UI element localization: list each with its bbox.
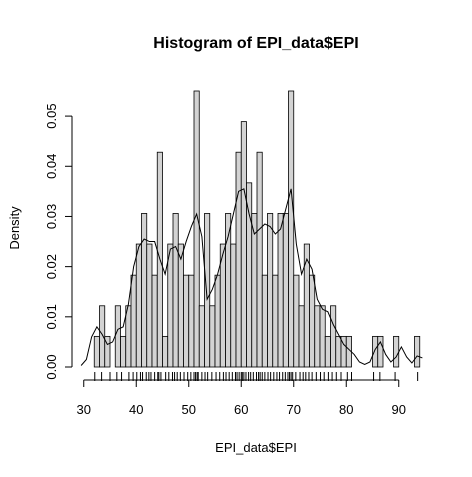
y-tick-label: 0.01 (44, 304, 59, 329)
x-tick-label: 80 (339, 402, 353, 417)
histogram-bar (288, 90, 295, 368)
histogram-bar (172, 213, 179, 368)
histogram-bar (282, 213, 289, 368)
x-axis: 30 40 50 60 70 80 90 (77, 379, 406, 417)
histogram-bar (314, 305, 321, 368)
y-axis-label: Density (7, 206, 22, 250)
histogram-bar (298, 305, 305, 368)
y-tick-label: 0.04 (44, 154, 59, 179)
histogram-bar (183, 274, 190, 368)
density-curve (80, 188, 423, 366)
histogram-bars (93, 90, 421, 368)
histogram-bar (162, 335, 169, 368)
histogram-bar (177, 243, 184, 368)
histogram-bar (251, 213, 258, 368)
x-tick-label: 30 (77, 402, 91, 417)
histogram-bar (193, 90, 200, 368)
histogram-bar (204, 213, 211, 368)
chart-title: Histogram of EPI_data$EPI (153, 35, 358, 52)
histogram-bar (309, 274, 316, 368)
histogram-bar (188, 274, 195, 368)
histogram-bar (293, 274, 300, 368)
histogram-bar (198, 305, 205, 368)
histogram-bar (135, 243, 142, 368)
histogram-bar (93, 335, 100, 368)
histogram-bar (130, 274, 137, 368)
histogram-bar (151, 274, 158, 368)
histogram-bar (120, 335, 127, 368)
y-tick-label: 0.05 (44, 103, 59, 128)
histogram-bar (125, 305, 132, 368)
x-tick-label: 70 (287, 402, 301, 417)
histogram-bar (214, 274, 221, 368)
density-curve-group (80, 188, 423, 366)
y-axis: 0.00 0.01 0.02 0.03 0.04 0.05 (44, 103, 73, 380)
histogram-bar (261, 274, 268, 368)
histogram-bar (272, 274, 279, 368)
histogram-bar (267, 213, 274, 368)
histogram-bar (414, 335, 421, 368)
x-tick-label: 60 (234, 402, 248, 417)
histogram-bar (372, 335, 379, 368)
histogram-bar (141, 213, 148, 368)
y-tick-label: 0.00 (44, 354, 59, 379)
histogram-bar (377, 335, 384, 368)
histogram-bar (330, 305, 337, 368)
histogram-bar (99, 305, 106, 368)
histogram-bar (146, 243, 153, 368)
x-axis-label: EPI_data$EPI (215, 440, 297, 455)
y-tick-label: 0.03 (44, 204, 59, 229)
histogram-bar (114, 305, 121, 368)
histogram-bar (277, 213, 284, 368)
histogram-bar (256, 151, 263, 368)
histogram-bar (393, 335, 400, 368)
histogram-bar (209, 305, 216, 368)
histogram-bar (240, 121, 247, 368)
x-tick-label: 40 (129, 402, 143, 417)
histogram-bar (324, 335, 331, 368)
histogram-bar (319, 305, 326, 368)
histogram-bar (167, 243, 174, 368)
histogram-bar (335, 335, 342, 368)
x-tick-label: 90 (392, 402, 406, 417)
histogram-bar (104, 335, 111, 368)
histogram-bar (246, 182, 253, 368)
histogram-bar (235, 151, 242, 368)
y-tick-label: 0.02 (44, 254, 59, 279)
x-tick-label: 50 (182, 402, 196, 417)
histogram-bar (230, 243, 237, 368)
